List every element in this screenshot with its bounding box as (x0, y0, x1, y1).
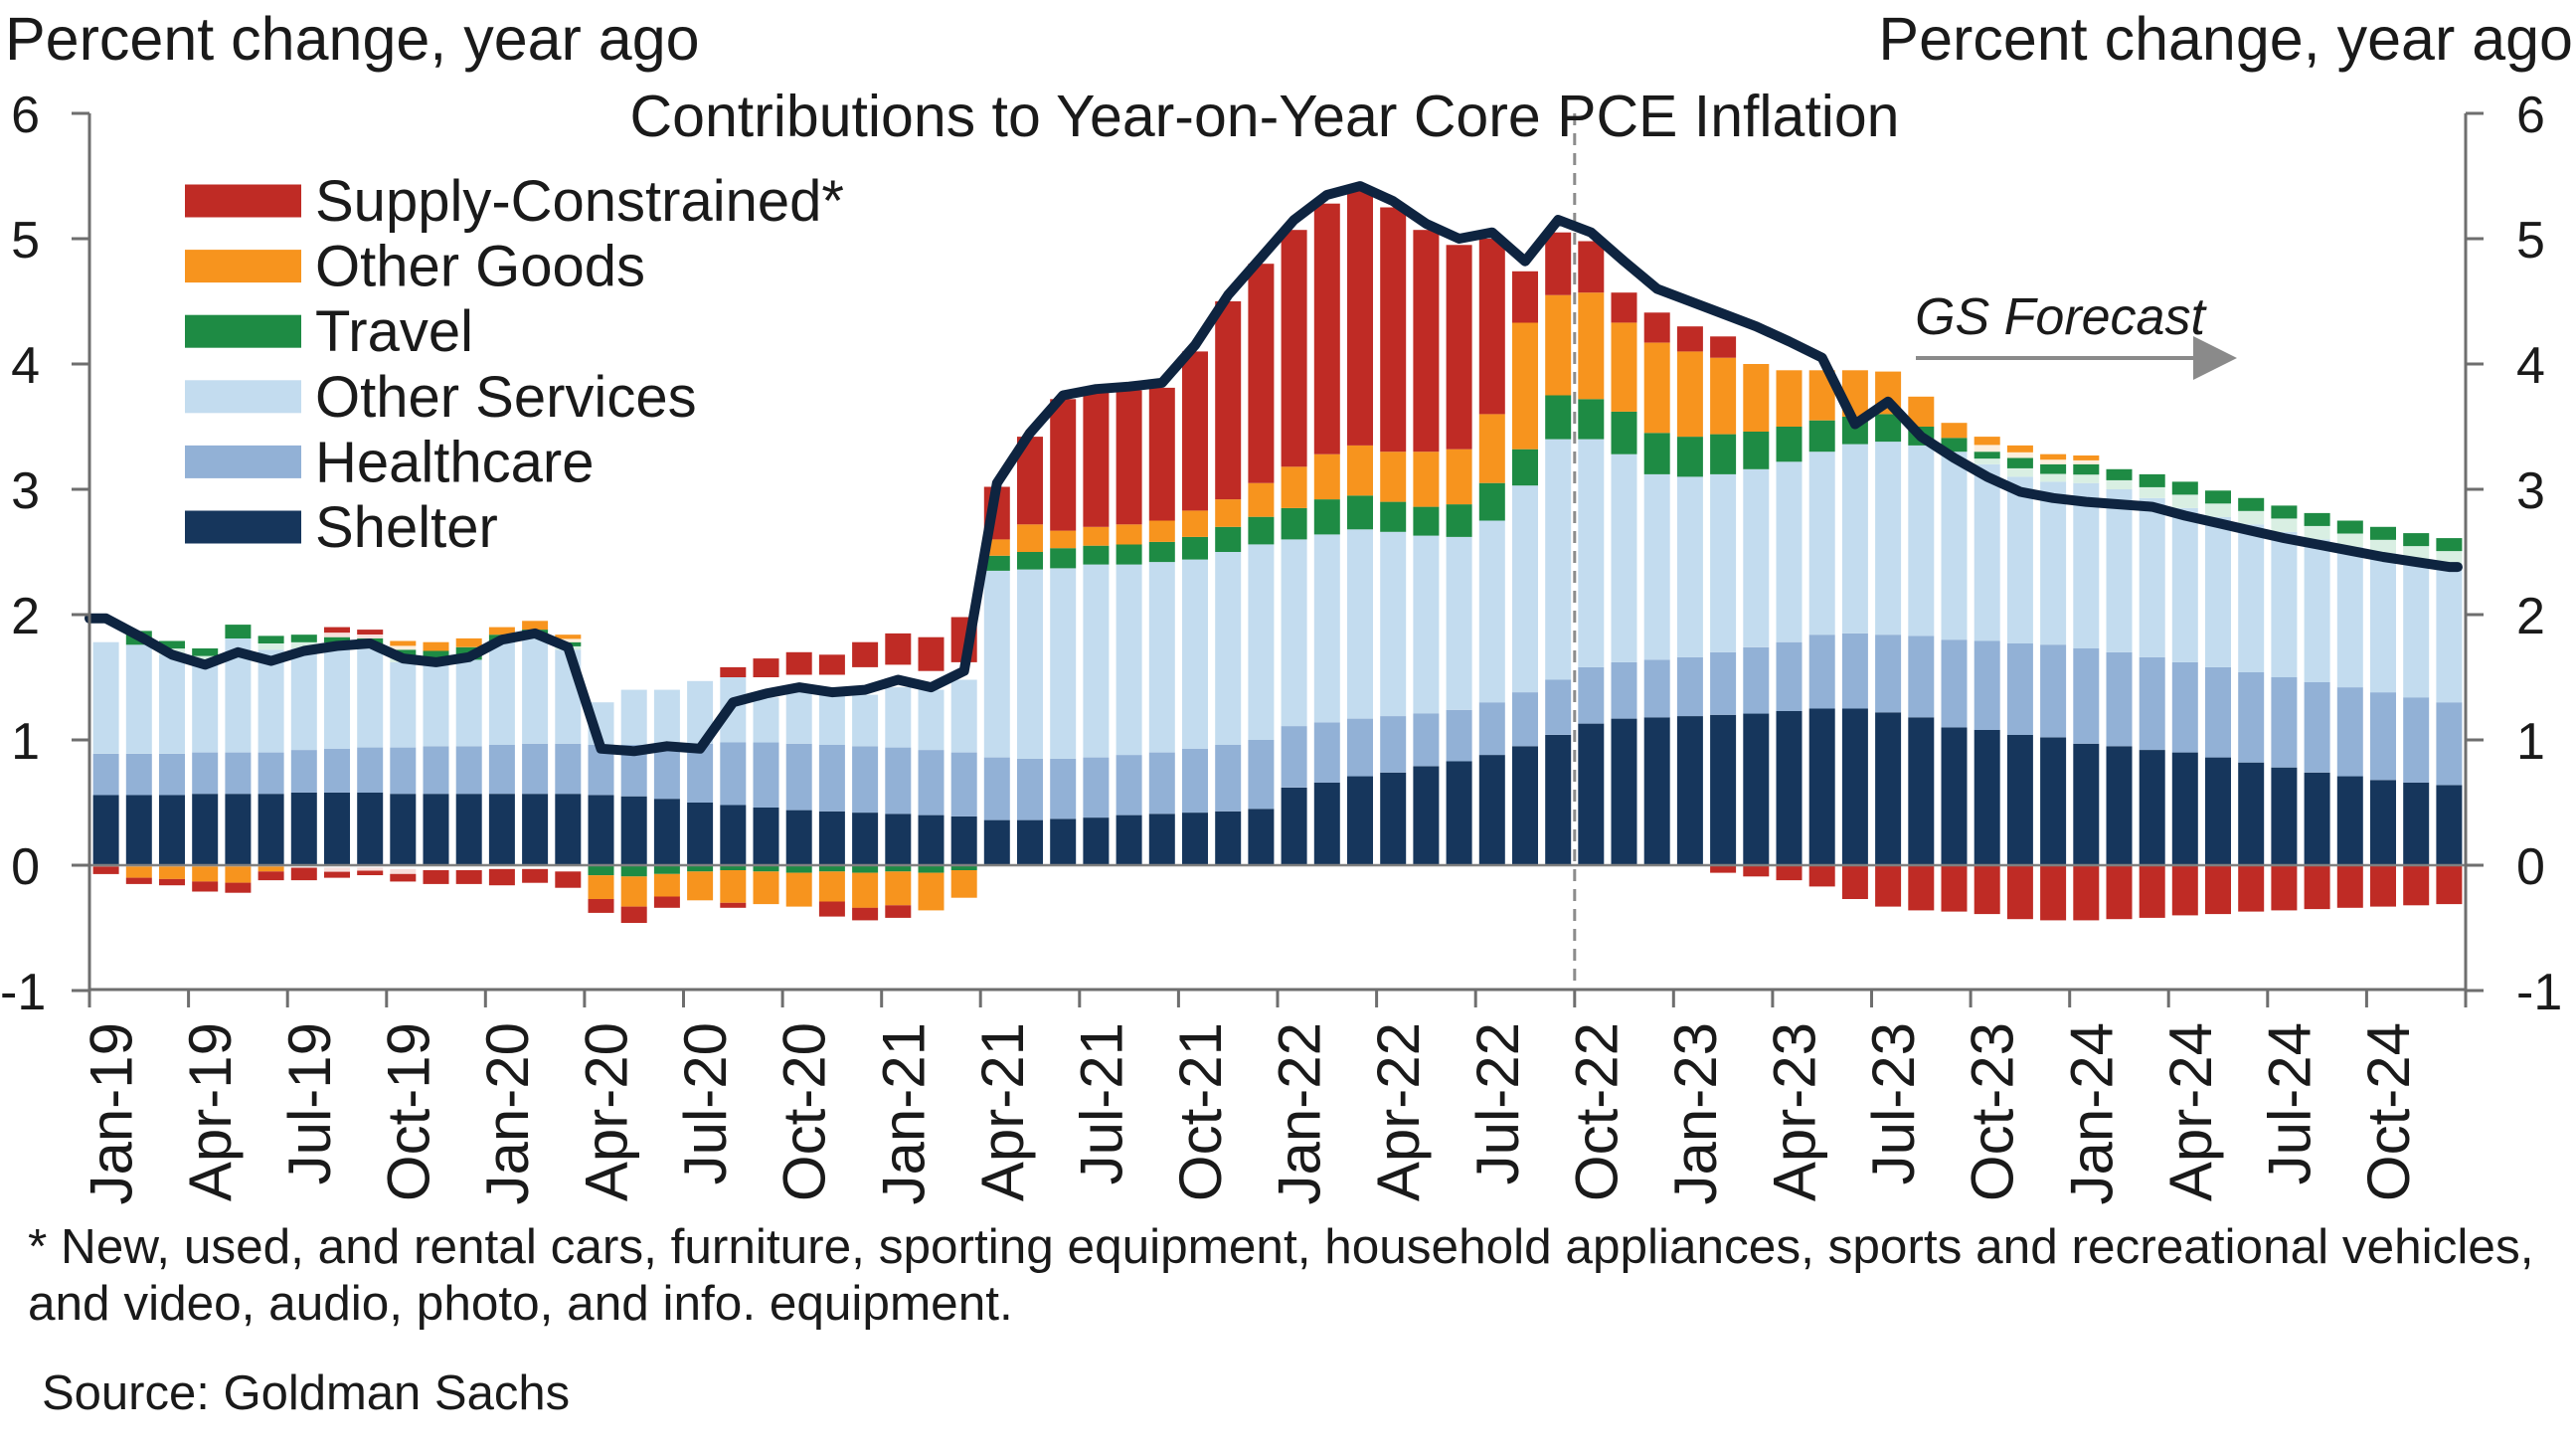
svg-text:GS Forecast: GS Forecast (1915, 288, 2207, 346)
svg-text:Oct-20: Oct-20 (772, 1022, 838, 1201)
svg-text:4: 4 (11, 337, 40, 395)
svg-text:Jul-19: Jul-19 (276, 1022, 343, 1184)
svg-text:1: 1 (2516, 713, 2545, 771)
svg-text:Jan-20: Jan-20 (474, 1022, 541, 1204)
svg-text:5: 5 (2516, 212, 2545, 270)
svg-text:Oct-21: Oct-21 (1167, 1022, 1234, 1201)
svg-text:Jan-19: Jan-19 (79, 1022, 145, 1204)
svg-text:Oct-23: Oct-23 (1960, 1022, 2026, 1201)
svg-text:Jul-21: Jul-21 (1068, 1022, 1134, 1184)
svg-text:and video, audio, photo, and i: and video, audio, photo, and info. equip… (28, 1276, 1013, 1331)
svg-text:Percent change, year ago: Percent change, year ago (5, 5, 700, 73)
svg-text:0: 0 (2516, 838, 2545, 896)
svg-text:Jul-24: Jul-24 (2256, 1022, 2322, 1184)
svg-text:Supply-Constrained*: Supply-Constrained* (315, 169, 844, 234)
svg-text:Apr-24: Apr-24 (2157, 1022, 2224, 1201)
svg-text:Apr-23: Apr-23 (1762, 1022, 1828, 1201)
svg-text:-1: -1 (0, 964, 46, 1021)
svg-text:2: 2 (2516, 588, 2545, 645)
svg-text:0: 0 (11, 838, 40, 896)
svg-text:Jan-24: Jan-24 (2058, 1022, 2125, 1204)
svg-text:Oct-24: Oct-24 (2355, 1022, 2422, 1201)
svg-text:Oct-19: Oct-19 (375, 1022, 441, 1201)
svg-text:Percent change, year ago: Percent change, year ago (1878, 5, 2573, 73)
svg-text:Other Services: Other Services (315, 365, 697, 430)
svg-text:Shelter: Shelter (315, 495, 498, 560)
svg-text:6: 6 (11, 87, 40, 144)
svg-text:1: 1 (11, 713, 40, 771)
svg-text:Other Goods: Other Goods (315, 235, 645, 299)
svg-text:Jan-23: Jan-23 (1662, 1022, 1729, 1204)
svg-text:Apr-21: Apr-21 (969, 1022, 1036, 1201)
svg-text:* New, used, and rental cars,: * New, used, and rental cars, furniture,… (28, 1219, 2533, 1274)
svg-text:Oct-22: Oct-22 (1563, 1022, 1630, 1201)
svg-text:5: 5 (11, 212, 40, 270)
svg-text:Jul-22: Jul-22 (1464, 1022, 1531, 1184)
svg-text:-1: -1 (2516, 964, 2562, 1021)
svg-text:3: 3 (11, 462, 40, 520)
svg-text:3: 3 (2516, 462, 2545, 520)
svg-text:4: 4 (2516, 337, 2545, 395)
svg-text:Apr-22: Apr-22 (1365, 1022, 1432, 1201)
svg-text:Contributions to Year-on-Year: Contributions to Year-on-Year Core PCE I… (630, 84, 1900, 149)
svg-text:Apr-20: Apr-20 (574, 1022, 640, 1201)
svg-text:Jul-20: Jul-20 (672, 1022, 739, 1184)
svg-text:6: 6 (2516, 87, 2545, 144)
svg-text:Source: Goldman Sachs: Source: Goldman Sachs (42, 1366, 570, 1420)
svg-text:Jul-23: Jul-23 (1860, 1022, 1927, 1184)
svg-text:Healthcare: Healthcare (315, 430, 594, 494)
svg-text:Travel: Travel (315, 299, 473, 364)
svg-text:2: 2 (11, 588, 40, 645)
svg-text:Jan-21: Jan-21 (870, 1022, 937, 1204)
svg-text:Jan-22: Jan-22 (1267, 1022, 1333, 1204)
svg-text:Apr-19: Apr-19 (177, 1022, 244, 1201)
